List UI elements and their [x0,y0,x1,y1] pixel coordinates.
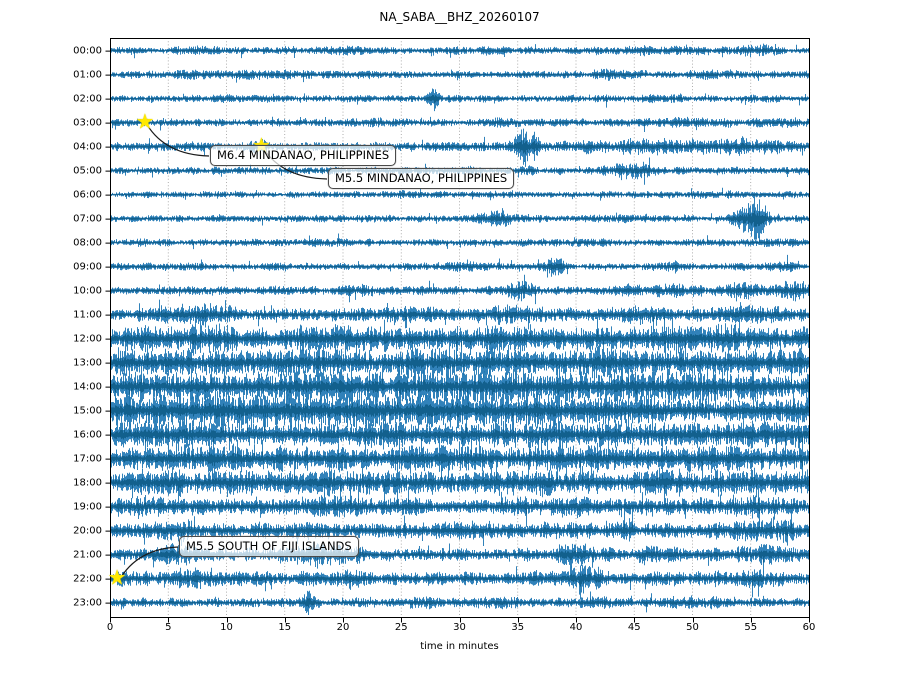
y-tick-label: 09:00 [73,261,102,273]
y-tick-label: 04:00 [73,141,102,153]
y-tick-label: 01:00 [73,69,102,81]
x-tick-label: 35 [511,622,525,633]
x-axis-label: time in minutes [420,641,499,652]
x-tick-label: 45 [627,622,641,633]
y-tick-label: 15:00 [73,405,102,417]
x-tick-label: 25 [394,622,408,633]
y-tick-label: 11:00 [73,309,102,321]
x-tick-label: 40 [569,622,583,633]
y-tick-label: 20:00 [73,525,102,537]
y-tick-label: 02:00 [73,93,102,105]
x-tick-label: 60 [802,622,816,633]
y-tick-label: 14:00 [73,381,102,393]
y-tick-label: 06:00 [73,189,102,201]
y-tick-label: 08:00 [73,237,102,249]
event-annotation-1: M6.4 MINDANAO, PHILIPPINES [210,145,397,166]
y-tick-label: 13:00 [73,357,102,369]
y-tick-label: 22:00 [73,573,102,585]
x-tick-label: 0 [106,622,114,633]
y-tick-label: 00:00 [73,45,102,57]
y-tick-label: 05:00 [73,165,102,177]
y-tick-label: 17:00 [73,453,102,465]
x-tick-label: 10 [220,622,233,633]
x-tick-label: 30 [453,622,466,633]
event-annotation-3: M5.5 SOUTH OF FIJI ISLANDS [179,536,359,557]
y-tick-label: 03:00 [73,117,102,129]
x-tick-label: 50 [686,622,699,633]
y-tick-label: 18:00 [73,477,102,489]
y-tick-label: 19:00 [73,501,102,513]
y-tick-label: 07:00 [73,213,102,225]
y-tick-label: 16:00 [73,429,102,441]
y-tick-label: 23:00 [73,597,102,609]
y-tick-label: 12:00 [73,333,102,345]
y-tick-label: 21:00 [73,549,102,561]
x-tick-label: 55 [744,622,758,633]
y-tick-label: 10:00 [73,285,102,297]
x-tick-label: 20 [336,622,350,633]
plot-title: NA_SABA__BHZ_20260107 [379,10,540,24]
x-tick-label: 15 [278,622,292,633]
event-annotation-2: M5.5 MINDANAO, PHILIPPINES [328,168,515,189]
x-tick-label: 5 [165,622,172,633]
